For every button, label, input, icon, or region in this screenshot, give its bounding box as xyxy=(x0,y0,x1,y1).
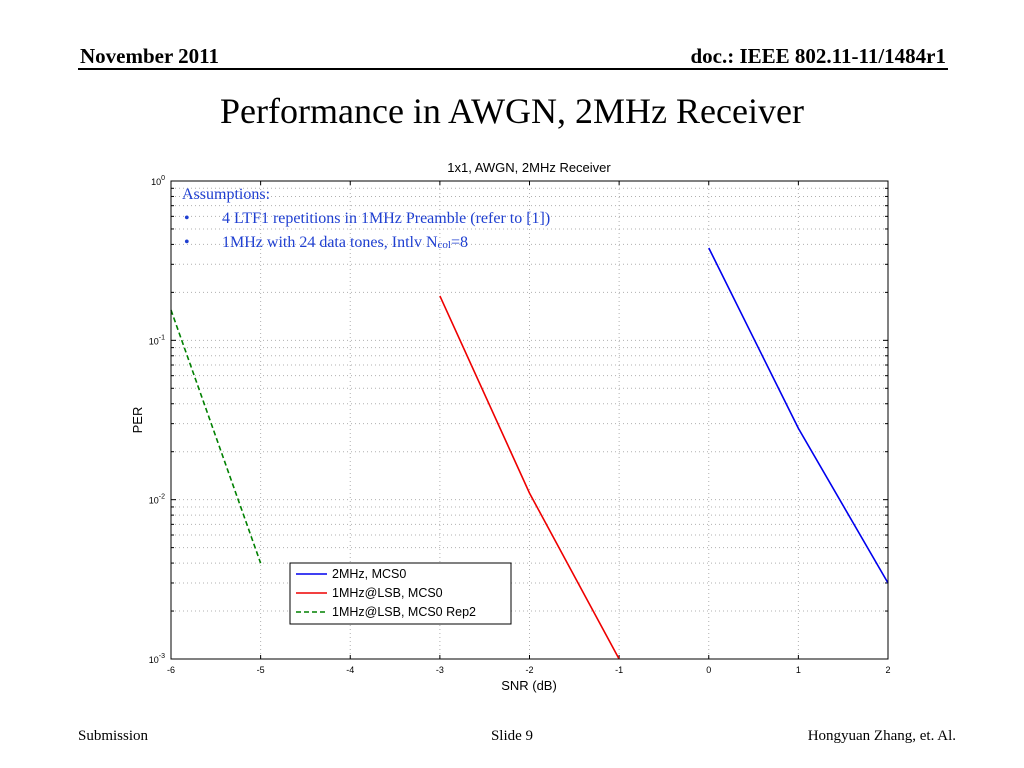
x-tick-label: 2 xyxy=(885,665,890,675)
x-tick-label: 1 xyxy=(796,665,801,675)
series-line xyxy=(708,247,889,584)
y-axis-label: PER xyxy=(130,407,145,434)
x-tick-label: -5 xyxy=(257,665,265,675)
legend-label: 1MHz@LSB, MCS0 xyxy=(332,586,443,600)
x-axis-label: SNR (dB) xyxy=(501,678,557,693)
assumption-suffix: =8 xyxy=(450,234,469,251)
legend-label: 1MHz@LSB, MCS0 Rep2 xyxy=(332,605,476,619)
plot-frame xyxy=(170,180,889,660)
chart-legend: 2MHz, MCS0 1MHz@LSB, MCS0 1MHz@LSB, MCS0 R… xyxy=(289,562,512,625)
chart-series xyxy=(170,247,889,660)
y-tick-label: 10-3 xyxy=(149,653,165,665)
chart-ticks: -6 -5 -4 -3 -2 -1 0 1 2 100 10-1 10-2 10-3 xyxy=(149,175,891,675)
header-rule xyxy=(78,68,948,70)
x-tick-label: -3 xyxy=(436,665,444,675)
x-tick-label: -6 xyxy=(167,665,175,675)
header-doc-id: doc.: IEEE 802.11-11/1484r1 xyxy=(690,44,946,68)
chart-title: 1x1, AWGN, 2MHz Receiver xyxy=(447,160,611,175)
header-date: November 2011 xyxy=(80,44,220,68)
assumptions-box: Assumptions: • 4 LTF1 repetitions in 1MH… xyxy=(182,183,550,257)
footer-submission: Submission xyxy=(78,728,149,744)
assumption-subscript: col xyxy=(437,239,451,251)
series-line xyxy=(439,295,620,660)
assumption-item: • 1MHz with 24 data tones, Intlv Ncol=8 xyxy=(182,231,550,257)
bullet-icon: • xyxy=(184,210,190,227)
footer-slide-number: Slide 9 xyxy=(490,728,534,744)
x-tick-label: -4 xyxy=(346,665,354,675)
y-tick-label: 10-1 xyxy=(149,334,165,346)
series-line xyxy=(170,309,262,564)
y-tick-label: 10-2 xyxy=(149,494,165,506)
assumption-item: • 4 LTF1 repetitions in 1MHz Preamble (r… xyxy=(182,207,550,231)
legend-label: 2MHz, MCS0 xyxy=(332,567,406,581)
x-tick-label: 0 xyxy=(706,665,711,675)
x-tick-label: -1 xyxy=(615,665,623,675)
slide-title: Performance in AWGN, 2MHz Receiver xyxy=(220,91,804,131)
footer-author: Hongyuan Zhang, et. Al. xyxy=(807,728,956,744)
y-tick-label: 100 xyxy=(151,175,165,187)
assumption-text: 4 LTF1 repetitions in 1MHz Preamble (ref… xyxy=(222,210,551,227)
x-tick-label: -2 xyxy=(525,665,533,675)
assumptions-heading: Assumptions: xyxy=(182,186,271,203)
assumption-text: 1MHz with 24 data tones, Intlv N xyxy=(222,234,438,251)
bullet-icon: • xyxy=(184,234,190,251)
